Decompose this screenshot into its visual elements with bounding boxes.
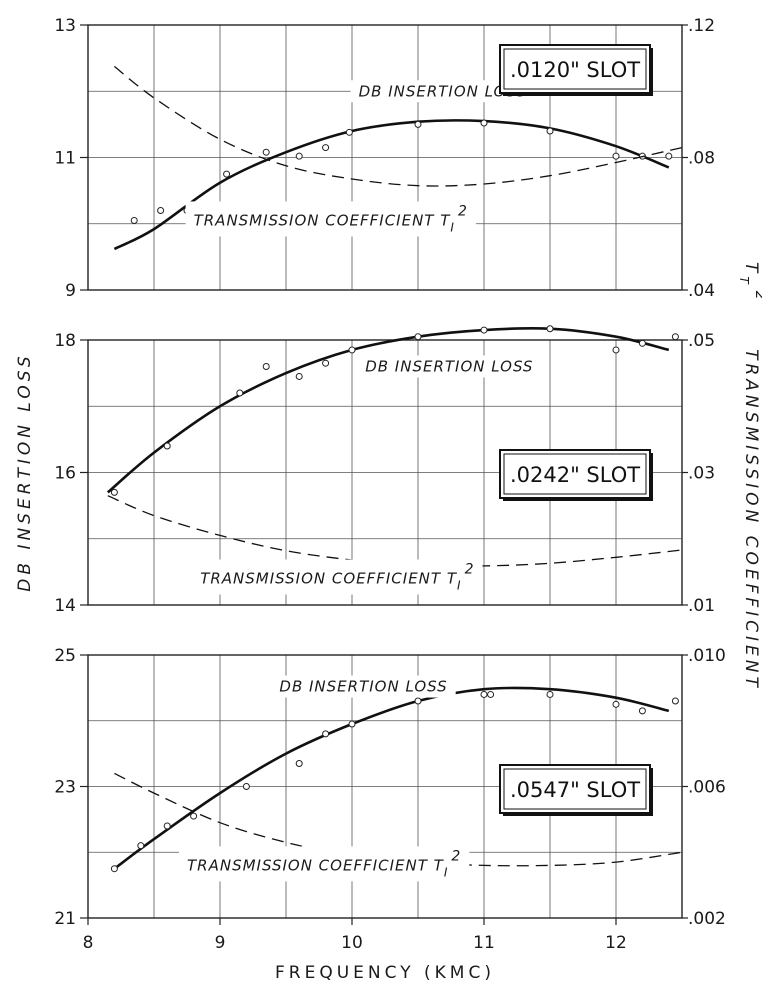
data-point xyxy=(236,389,244,397)
data-point xyxy=(414,697,422,705)
data-point xyxy=(262,148,270,156)
data-point xyxy=(612,152,620,160)
slot-box-inner xyxy=(503,48,647,90)
transmission-coefficient-curve xyxy=(107,495,683,567)
data-point xyxy=(223,170,231,178)
data-point xyxy=(157,207,165,214)
data-point xyxy=(345,128,353,136)
insertion-loss-curve xyxy=(106,326,670,494)
data-point xyxy=(348,720,356,728)
data-point xyxy=(295,372,303,380)
annotation-background xyxy=(271,675,456,698)
data-point xyxy=(130,216,138,224)
data-point xyxy=(665,152,673,160)
data-point xyxy=(414,333,422,341)
x-axis-label: FREQUENCY (KMC) xyxy=(275,963,495,983)
y-left-tick-label: 14 xyxy=(54,596,76,616)
slot-label: .0242" SLOT xyxy=(510,463,640,487)
series-annotation: DB INSERTION LOSS xyxy=(279,678,447,696)
data-point xyxy=(546,325,554,333)
data-point xyxy=(242,783,250,790)
annotation-background xyxy=(357,355,542,378)
data-point xyxy=(487,690,495,698)
x-tick-label: 10 xyxy=(341,933,363,953)
slot-label: .0120" SLOT xyxy=(510,58,640,82)
y-right-tick-label: .08 xyxy=(688,149,715,169)
data-point xyxy=(295,759,303,767)
y-right-tick-label: .010 xyxy=(688,646,726,666)
slot-box xyxy=(499,449,651,499)
y-left-axis-label: DB INSERTION LOSS xyxy=(15,352,35,591)
data-point xyxy=(546,127,554,135)
y-left-tick-label: 13 xyxy=(54,16,76,36)
y-right-tick-label: .04 xyxy=(688,281,715,301)
series-annotation: DB INSERTION LOSS xyxy=(365,358,533,376)
data-point xyxy=(348,346,356,354)
data-point xyxy=(110,865,118,873)
transmission-coefficient-curve xyxy=(113,65,683,187)
y-left-tick-label: 11 xyxy=(54,149,76,169)
slot-box xyxy=(499,764,651,814)
x-tick-label: 9 xyxy=(215,933,226,953)
y-right-tick-label: .002 xyxy=(688,909,726,929)
annotation-background xyxy=(179,846,470,882)
data-point xyxy=(671,333,679,341)
slot-box-inner xyxy=(503,453,647,495)
y-left-tick-label: 18 xyxy=(54,331,76,351)
data-point xyxy=(480,119,488,127)
series-annotation: DB INSERTION LOSS xyxy=(359,82,527,100)
data-point xyxy=(322,144,330,152)
y-left-tick-label: 16 xyxy=(54,464,76,484)
data-point xyxy=(163,822,171,830)
y-right-axis-label: TRANSMISSION COEFFICIENT xyxy=(741,349,761,691)
data-point xyxy=(638,707,646,715)
annotation-background xyxy=(185,201,476,237)
data-point xyxy=(322,359,330,367)
y-left-tick-label: 25 xyxy=(54,646,76,666)
data-point xyxy=(612,346,620,354)
insertion-loss-curve xyxy=(113,686,670,870)
data-point xyxy=(322,730,330,738)
data-point xyxy=(137,842,145,850)
data-point xyxy=(671,697,679,705)
data-point xyxy=(414,120,422,128)
y-right-tick-label: .01 xyxy=(688,596,715,616)
y-left-tick-label: 9 xyxy=(65,281,76,301)
y-left-tick-label: 23 xyxy=(54,778,76,798)
data-point xyxy=(190,812,198,820)
data-point xyxy=(612,700,620,708)
data-point xyxy=(480,326,488,334)
data-point xyxy=(480,690,488,698)
slot-box xyxy=(499,44,651,94)
data-point xyxy=(110,488,118,496)
slot-label: .0547" SLOT xyxy=(510,778,640,802)
y-right-tick-label: .03 xyxy=(688,464,715,484)
annotation-background xyxy=(350,80,535,103)
y-right-tick-label: .006 xyxy=(688,778,726,798)
x-tick-label: 12 xyxy=(605,933,627,953)
data-point xyxy=(638,339,646,347)
y-right-tick-label: .12 xyxy=(688,16,715,36)
slot-box-inner xyxy=(503,768,647,810)
data-point xyxy=(546,690,554,698)
annotation-background xyxy=(192,559,483,595)
data-point xyxy=(262,363,270,370)
x-tick-label: 11 xyxy=(473,933,495,953)
x-tick-label: 8 xyxy=(83,933,94,953)
y-right-tick-label: .05 xyxy=(688,331,715,351)
y-left-tick-label: 21 xyxy=(54,909,76,929)
data-point xyxy=(163,442,171,450)
data-point xyxy=(295,152,303,160)
y-right-axis-symbol: TT2 xyxy=(737,262,762,304)
